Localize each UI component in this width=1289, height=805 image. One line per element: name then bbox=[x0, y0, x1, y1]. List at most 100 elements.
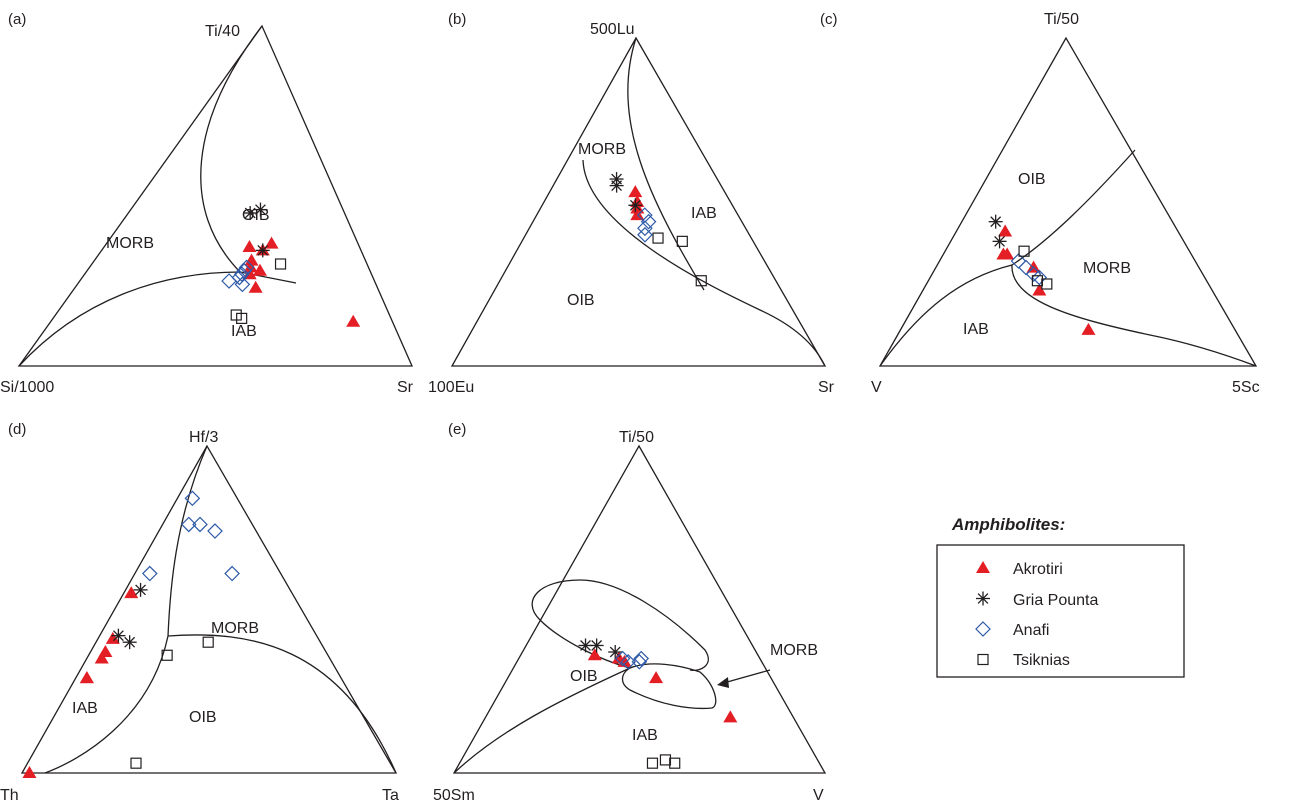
boundary-line bbox=[627, 37, 705, 291]
ternary-frame bbox=[878, 36, 1258, 367]
vertex-label-right: V bbox=[813, 787, 824, 804]
data-point-gria-pounta bbox=[122, 635, 137, 650]
vertex-label-left: V bbox=[871, 379, 882, 396]
data-point-gria-pounta bbox=[255, 243, 270, 258]
data-point-gria-pounta bbox=[992, 234, 1007, 249]
region-label-oib: OIB bbox=[189, 709, 217, 726]
vertex-label-left: Si/1000 bbox=[0, 379, 54, 396]
vertex-label-top: 500Lu bbox=[590, 21, 635, 38]
data-point-anafi bbox=[231, 269, 248, 286]
region-label-iab: IAB bbox=[231, 323, 257, 340]
boundary-line bbox=[167, 634, 397, 774]
data-point-anafi bbox=[633, 650, 650, 667]
data-point-anafi bbox=[224, 565, 240, 582]
vertex-label-top: Ti/40 bbox=[205, 23, 240, 40]
data-point-akrotiri bbox=[628, 185, 643, 198]
vertex-label-top: Ti/50 bbox=[1044, 11, 1079, 28]
data-points bbox=[988, 214, 1096, 335]
ternary-frame bbox=[17, 24, 413, 367]
legend-entry-akrotiri: Akrotiri bbox=[1013, 561, 1063, 578]
data-point-anafi bbox=[141, 565, 158, 582]
vertex-label-right: Sr bbox=[818, 379, 835, 396]
data-point-anafi bbox=[1031, 269, 1048, 286]
panel-label: (b) bbox=[448, 11, 466, 28]
data-point-akrotiri bbox=[243, 260, 258, 273]
vertex-label-left: Th bbox=[0, 787, 19, 804]
ternary-frame bbox=[450, 36, 827, 367]
legend-marker-gria-pounta bbox=[976, 591, 990, 606]
region-label-oib: OIB bbox=[1018, 171, 1046, 188]
boundary-line bbox=[621, 663, 717, 710]
legend-entry-anafi: Anafi bbox=[1013, 622, 1049, 639]
data-point-akrotiri bbox=[242, 240, 257, 252]
data-point-tsiknias bbox=[676, 235, 688, 247]
data-point-akrotiri bbox=[723, 710, 738, 723]
vertex-label-right: Sr bbox=[397, 379, 414, 396]
vertex-label-top: Hf/3 bbox=[189, 429, 218, 446]
data-point-gria-pounta bbox=[608, 645, 623, 660]
vertex-label-left: 100Eu bbox=[428, 379, 474, 396]
panel-d: (d) Hf/3 Th Ta MORB IAB OIB bbox=[0, 421, 399, 804]
data-point-akrotiri bbox=[124, 586, 139, 599]
data-point-anafi bbox=[233, 266, 250, 283]
data-point-akrotiri bbox=[105, 631, 120, 644]
data-point-akrotiri bbox=[587, 648, 602, 661]
data-point-akrotiri bbox=[252, 263, 267, 276]
region-label-morb: MORB bbox=[770, 642, 818, 659]
panel-b: (b) 500Lu 100Eu Sr MORB IAB OIB bbox=[428, 11, 835, 396]
data-points bbox=[22, 490, 240, 778]
data-point-akrotiri bbox=[649, 671, 664, 684]
vertex-label-top: Ti/50 bbox=[619, 429, 654, 446]
region-label-iab: IAB bbox=[963, 321, 989, 338]
data-point-anafi bbox=[238, 259, 255, 276]
data-point-anafi bbox=[640, 213, 657, 230]
boundary-line bbox=[200, 25, 263, 273]
data-point-akrotiri bbox=[998, 224, 1013, 237]
data-point-tsiknias bbox=[202, 636, 214, 648]
panel-label: (e) bbox=[448, 421, 466, 438]
boundary-line bbox=[879, 264, 1257, 367]
data-point-gria-pounta bbox=[133, 582, 148, 597]
region-label-morb: MORB bbox=[1083, 260, 1131, 277]
data-point-gria-pounta bbox=[628, 198, 643, 213]
region-label-iab: IAB bbox=[72, 700, 98, 717]
region-label-morb: MORB bbox=[106, 235, 154, 252]
data-points bbox=[578, 638, 738, 769]
data-point-tsiknias bbox=[1041, 278, 1053, 290]
panel-e: (e) Ti/50 50Sm V OIB MORB IAB bbox=[433, 421, 827, 804]
data-point-anafi bbox=[620, 653, 637, 670]
data-point-gria-pounta bbox=[609, 172, 624, 187]
data-point-gria-pounta bbox=[988, 214, 1003, 229]
data-point-gria-pounta bbox=[243, 206, 258, 220]
legend: Amphibolites: Akrotiri Gria Pounta Anafi… bbox=[936, 515, 1185, 678]
data-point-tsiknias bbox=[230, 309, 242, 321]
ternary-frame bbox=[20, 444, 398, 774]
panel-a: (a) Ti/40 Si/1000 Sr MORB OIB IAB bbox=[0, 11, 414, 396]
data-point-anafi bbox=[236, 262, 253, 279]
legend-marker-akrotiri bbox=[976, 561, 990, 573]
panel-label: (c) bbox=[820, 11, 838, 28]
data-point-anafi bbox=[1010, 253, 1027, 269]
data-point-tsiknias bbox=[659, 754, 672, 766]
data-points bbox=[609, 172, 707, 287]
region-label-iab: IAB bbox=[691, 205, 717, 222]
data-point-anafi bbox=[637, 220, 653, 237]
region-label-morb: MORB bbox=[578, 141, 626, 158]
panel-c: (c) Ti/50 V 5Sc OIB MORB IAB bbox=[820, 11, 1260, 396]
data-point-akrotiri bbox=[248, 280, 263, 293]
legend-entry-tsiknias: Tsiknias bbox=[1013, 652, 1070, 669]
region-label-oib: OIB bbox=[567, 292, 595, 309]
data-point-anafi bbox=[221, 273, 237, 289]
legend-box bbox=[936, 544, 1185, 678]
data-point-tsiknias bbox=[161, 649, 173, 661]
panel-label: (a) bbox=[8, 11, 26, 28]
data-point-tsiknias bbox=[130, 757, 142, 769]
data-point-anafi bbox=[234, 276, 251, 293]
legend-marker-tsiknias bbox=[977, 653, 989, 666]
boundary-line bbox=[582, 159, 826, 367]
region-label-oib: OIB bbox=[570, 668, 598, 685]
data-point-tsiknias bbox=[669, 757, 681, 769]
boundary-line bbox=[1011, 149, 1136, 266]
data-point-tsiknias bbox=[1018, 245, 1030, 257]
vertex-label-right: 5Sc bbox=[1232, 379, 1260, 396]
